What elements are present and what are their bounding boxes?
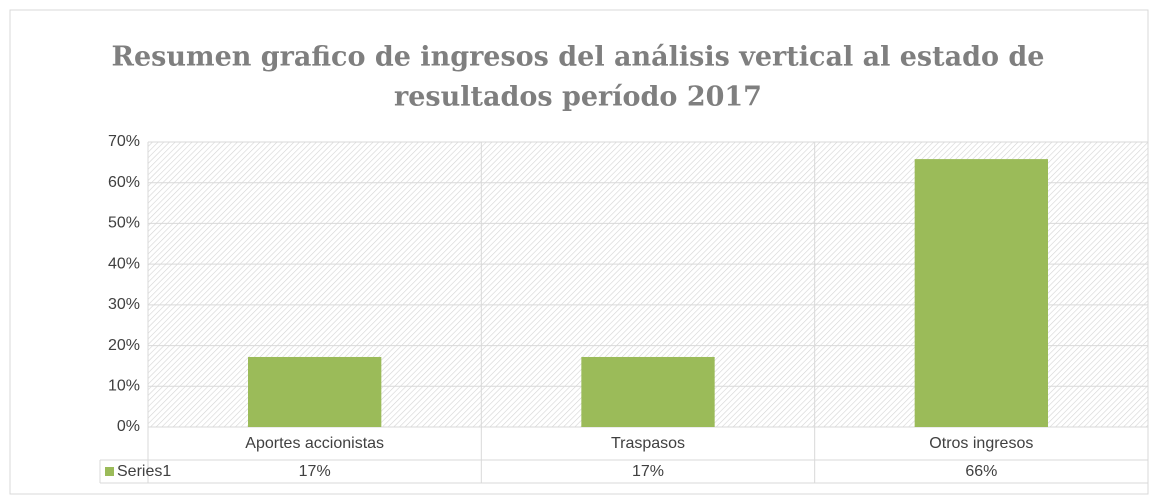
x-tick-label: Aportes accionistas	[245, 435, 384, 452]
bar	[914, 159, 1048, 427]
data-table-label: 17%	[632, 463, 664, 480]
x-tick-label: Otros ingresos	[929, 435, 1033, 452]
legend-swatch	[105, 467, 114, 476]
y-tick-label: 50%	[108, 215, 140, 232]
data-table-label: 17%	[299, 463, 331, 480]
y-tick-label: 30%	[108, 296, 140, 313]
data-table-label: 66%	[965, 463, 997, 480]
y-tick-label: 10%	[108, 378, 140, 395]
y-tick-label: 0%	[117, 418, 140, 435]
y-tick-label: 70%	[108, 133, 140, 150]
bar	[248, 356, 382, 427]
y-tick-label: 20%	[108, 337, 140, 354]
bar	[581, 356, 715, 427]
x-tick-label: Traspasos	[611, 435, 685, 452]
y-tick-label: 60%	[108, 174, 140, 191]
chart-title: Resumen grafico de ingresos del análisis…	[112, 42, 1045, 73]
chart-title: resultados período 2017	[394, 82, 762, 113]
y-tick-label: 40%	[108, 255, 140, 272]
legend-label: Series1	[117, 463, 171, 480]
